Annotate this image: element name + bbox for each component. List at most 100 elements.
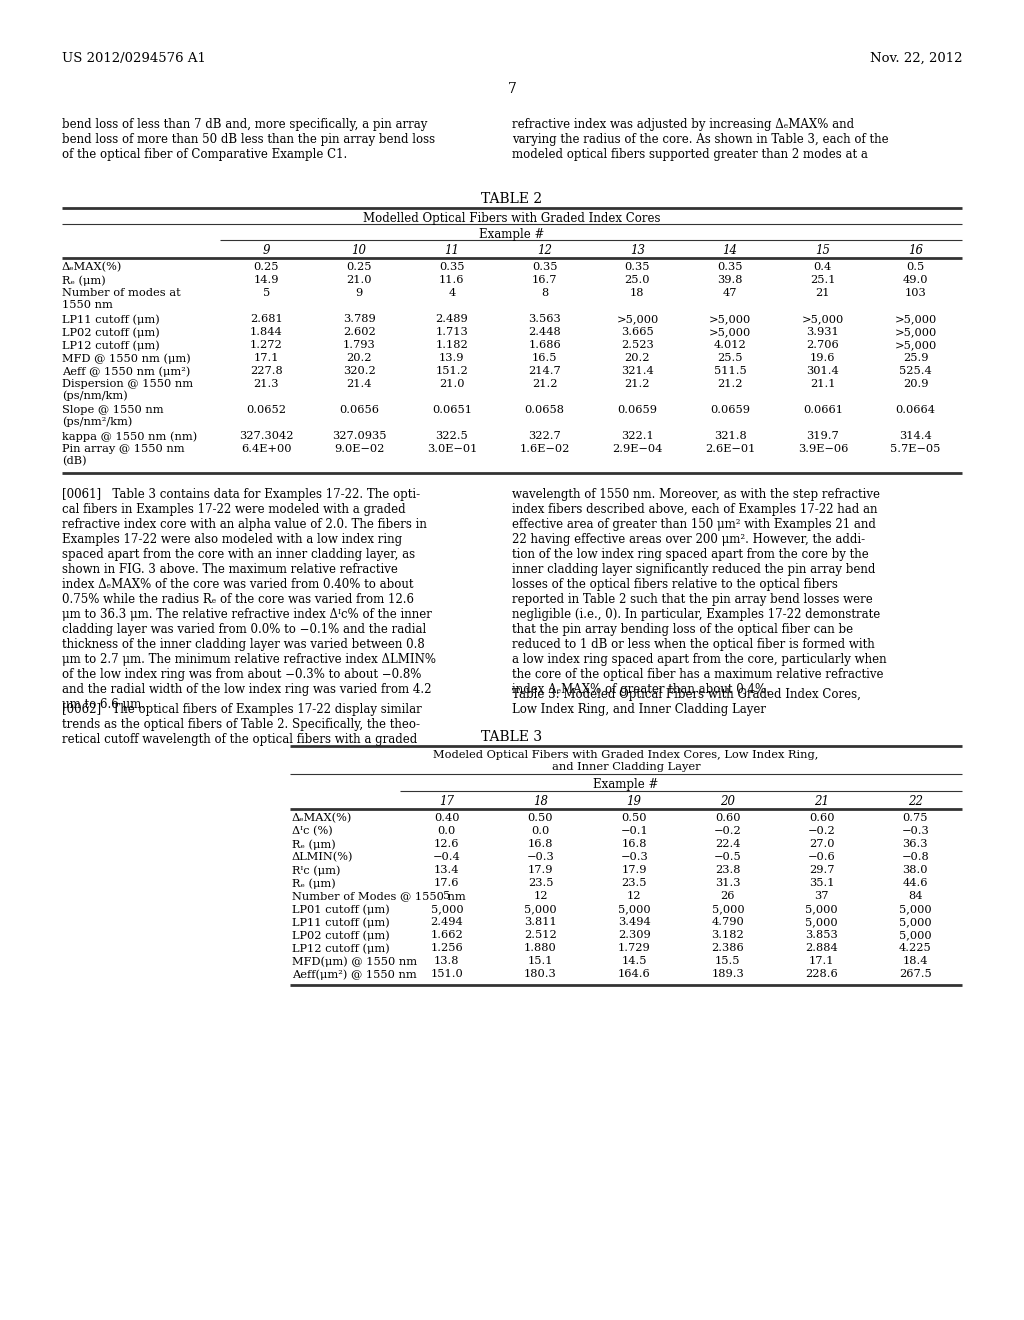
Text: 20.2: 20.2 [625, 352, 650, 363]
Text: 2.309: 2.309 [617, 931, 650, 940]
Text: 15: 15 [815, 244, 830, 257]
Text: 7: 7 [508, 82, 516, 96]
Text: 13: 13 [630, 244, 645, 257]
Text: 0.25: 0.25 [254, 261, 280, 272]
Text: LP12 cutoff (μm): LP12 cutoff (μm) [62, 341, 160, 351]
Text: LP12 cutoff (μm): LP12 cutoff (μm) [292, 942, 390, 953]
Text: 36.3: 36.3 [902, 840, 928, 849]
Text: 21.0: 21.0 [346, 275, 372, 285]
Text: 8: 8 [541, 288, 548, 298]
Text: 301.4: 301.4 [807, 366, 840, 376]
Text: 3.563: 3.563 [528, 314, 561, 323]
Text: LP01 cutoff (μm): LP01 cutoff (μm) [292, 904, 390, 915]
Text: 16.7: 16.7 [531, 275, 557, 285]
Text: 18.4: 18.4 [902, 956, 928, 966]
Text: 20.9: 20.9 [903, 379, 929, 389]
Text: 9.0E−02: 9.0E−02 [334, 444, 384, 454]
Text: 0.50: 0.50 [527, 813, 553, 822]
Text: 3.931: 3.931 [807, 327, 840, 337]
Text: 1.182: 1.182 [435, 341, 468, 350]
Text: 5,000: 5,000 [805, 904, 838, 913]
Text: 5.7E−05: 5.7E−05 [891, 444, 941, 454]
Text: 2.6E−01: 2.6E−01 [705, 444, 756, 454]
Text: 511.5: 511.5 [714, 366, 746, 376]
Text: 0.25: 0.25 [346, 261, 372, 272]
Text: 319.7: 319.7 [807, 432, 840, 441]
Text: 47: 47 [723, 288, 737, 298]
Text: Dispersion @ 1550 nm
(ps/nm/km): Dispersion @ 1550 nm (ps/nm/km) [62, 379, 194, 401]
Text: LP11 cutoff (μm): LP11 cutoff (μm) [62, 314, 160, 325]
Text: ΔLMIN(%): ΔLMIN(%) [292, 851, 353, 862]
Text: 17: 17 [439, 795, 455, 808]
Text: 3.811: 3.811 [524, 917, 557, 927]
Text: 5,000: 5,000 [899, 917, 932, 927]
Text: 0.0651: 0.0651 [432, 405, 472, 414]
Text: 17.6: 17.6 [434, 878, 460, 888]
Text: 1.6E−02: 1.6E−02 [519, 444, 569, 454]
Text: 0.75: 0.75 [902, 813, 928, 822]
Text: 0.50: 0.50 [622, 813, 647, 822]
Text: 25.0: 25.0 [625, 275, 650, 285]
Text: 214.7: 214.7 [528, 366, 561, 376]
Text: 5,000: 5,000 [899, 904, 932, 913]
Text: [0062]   The optical fibers of Examples 17-22 display similar
trends as the opti: [0062] The optical fibers of Examples 17… [62, 704, 422, 746]
Text: 23.5: 23.5 [622, 878, 647, 888]
Text: 12: 12 [538, 244, 552, 257]
Text: Slope @ 1550 nm
(ps/nm²/km): Slope @ 1550 nm (ps/nm²/km) [62, 405, 164, 428]
Text: 21.0: 21.0 [439, 379, 465, 389]
Text: 228.6: 228.6 [805, 969, 838, 979]
Text: −0.5: −0.5 [714, 851, 741, 862]
Text: bend loss of less than 7 dB and, more specifically, a pin array
bend loss of mor: bend loss of less than 7 dB and, more sp… [62, 117, 435, 161]
Text: 13.8: 13.8 [434, 956, 460, 966]
Text: Rₑ (μm): Rₑ (μm) [292, 878, 336, 888]
Text: LP02 cutoff (μm): LP02 cutoff (μm) [292, 931, 390, 941]
Text: 2.706: 2.706 [807, 341, 840, 350]
Text: −0.3: −0.3 [621, 851, 648, 862]
Text: 4: 4 [449, 288, 456, 298]
Text: 2.494: 2.494 [430, 917, 463, 927]
Text: >5,000: >5,000 [709, 314, 752, 323]
Text: 2.489: 2.489 [435, 314, 468, 323]
Text: 22.4: 22.4 [715, 840, 740, 849]
Text: 322.1: 322.1 [621, 432, 653, 441]
Text: 6.4E+00: 6.4E+00 [241, 444, 292, 454]
Text: 49.0: 49.0 [903, 275, 929, 285]
Text: 20.2: 20.2 [346, 352, 372, 363]
Text: 16.5: 16.5 [531, 352, 557, 363]
Text: 0.35: 0.35 [625, 261, 650, 272]
Text: 18: 18 [630, 288, 645, 298]
Text: 19.6: 19.6 [810, 352, 836, 363]
Text: 103: 103 [905, 288, 927, 298]
Text: 1.686: 1.686 [528, 341, 561, 350]
Text: Rₑ (μm): Rₑ (μm) [62, 275, 105, 285]
Text: 21.3: 21.3 [254, 379, 280, 389]
Text: 12: 12 [627, 891, 641, 902]
Text: 5,000: 5,000 [805, 917, 838, 927]
Text: 21: 21 [816, 288, 830, 298]
Text: Nov. 22, 2012: Nov. 22, 2012 [869, 51, 962, 65]
Text: 26: 26 [721, 891, 735, 902]
Text: 321.4: 321.4 [621, 366, 653, 376]
Text: 5,000: 5,000 [524, 904, 557, 913]
Text: 0.60: 0.60 [715, 813, 740, 822]
Text: Number of Modes @ 1550 nm: Number of Modes @ 1550 nm [292, 891, 466, 902]
Text: 0.5: 0.5 [906, 261, 925, 272]
Text: 25.1: 25.1 [810, 275, 836, 285]
Text: Δᴵc (%): Δᴵc (%) [292, 826, 333, 837]
Text: kappa @ 1550 nm (nm): kappa @ 1550 nm (nm) [62, 432, 198, 442]
Text: 2.884: 2.884 [805, 942, 838, 953]
Text: Rᴵc (μm): Rᴵc (μm) [292, 865, 341, 875]
Text: 14: 14 [723, 244, 737, 257]
Text: Rₑ (μm): Rₑ (μm) [292, 840, 336, 850]
Text: 35.1: 35.1 [809, 878, 835, 888]
Text: wavelength of 1550 nm. Moreover, as with the step refractive
index fibers descri: wavelength of 1550 nm. Moreover, as with… [512, 488, 887, 696]
Text: 0.0: 0.0 [437, 826, 456, 836]
Text: 1.793: 1.793 [343, 341, 376, 350]
Text: 322.7: 322.7 [528, 432, 561, 441]
Text: 15.5: 15.5 [715, 956, 740, 966]
Text: 23.5: 23.5 [527, 878, 553, 888]
Text: 525.4: 525.4 [899, 366, 932, 376]
Text: [0061]   Table 3 contains data for Examples 17-22. The opti-
cal fibers in Examp: [0061] Table 3 contains data for Example… [62, 488, 436, 711]
Text: 39.8: 39.8 [718, 275, 742, 285]
Text: −0.3: −0.3 [526, 851, 554, 862]
